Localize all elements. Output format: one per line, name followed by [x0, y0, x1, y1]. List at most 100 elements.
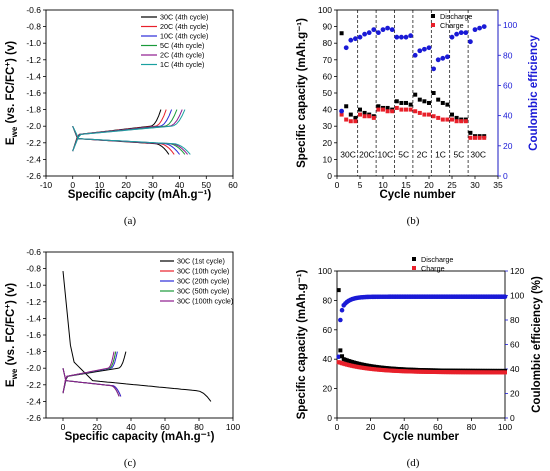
- panel-b-efficiency-point: [380, 27, 386, 33]
- panel-c-legend-label: 30C (1st cycle): [177, 257, 225, 266]
- panel-b-efficiency-point: [339, 108, 344, 114]
- panel-b-x-tick-label: 35: [493, 180, 503, 190]
- panel-b-efficiency-point: [468, 39, 473, 45]
- panel-c-x-tick-label: 40: [126, 422, 136, 432]
- panel-d-y2-axis-label: Coulombic efficiency (%): [531, 276, 543, 413]
- panel-c-y-axis-label: Ewe (vs. FC/FC+) (v): [3, 283, 19, 387]
- panel-b-x-tick-label: 15: [401, 180, 411, 190]
- panel-b-discharge-point: [344, 104, 349, 109]
- panel-b-y2-tick-label: 40: [503, 111, 513, 121]
- panel-b-efficiency-point: [431, 66, 436, 72]
- panel-d-discharge-point: [338, 348, 343, 353]
- panel-b-efficiency-point: [458, 30, 464, 36]
- panel-d-legend-swatch-discharge: [412, 257, 416, 261]
- panel-b-x-tick-label: 25: [447, 180, 457, 190]
- panel-b-rate-label: 5C: [398, 150, 409, 160]
- panel-b-charge-point: [431, 114, 436, 119]
- panel-b-discharge-point: [468, 130, 473, 135]
- panel-b-charge-point: [385, 109, 390, 114]
- panel-b-charge-point: [339, 112, 344, 117]
- panel-b-efficiency-point: [353, 36, 358, 42]
- panel-b-charge-point: [381, 107, 385, 112]
- panel-b-charge-point: [459, 119, 464, 124]
- panel-d-x-tick-label: 100: [498, 422, 512, 432]
- panel-a-y-axis-label: Ewe (vs. FC/FC+) (v): [3, 41, 19, 145]
- panel-c-y-tick-label: -2.4: [26, 396, 41, 406]
- panel-b-charge-point: [348, 119, 353, 124]
- panel-a-y-tick-label: -1.6: [26, 88, 41, 98]
- panel-b-legend-swatch-discharge: [431, 14, 435, 18]
- panel-a-discharge-curve-1C: [72, 125, 191, 155]
- panel-b-efficiency-point: [343, 45, 349, 51]
- panel-b-efficiency-point: [376, 30, 381, 36]
- panel-a-y-tick-label: -1.0: [26, 38, 41, 48]
- panel-c-x-tick-label: 60: [160, 422, 170, 432]
- panel-b-y-tick-label: 10: [323, 154, 333, 164]
- panel-a-legend-label: 20C (4th cycle): [160, 22, 208, 31]
- panel-a-y-tick-label: -2.2: [26, 138, 41, 148]
- panel-b-chart: 0 5 10 15 20 25 30 3501020304050607080901000204…: [296, 5, 540, 201]
- caption-a: (a): [124, 215, 137, 227]
- panel-d-y2-tick-label: 0: [510, 413, 515, 423]
- panel-b-efficiency-point: [412, 52, 418, 58]
- panel-b-discharge-point: [436, 97, 441, 102]
- panel-c-legend-label: 30C (50th cycle): [177, 287, 229, 296]
- panel-c-y-tick-label: -2.0: [26, 363, 41, 373]
- panel-d-y-tick-label: 40: [323, 354, 333, 364]
- panel-a-x-tick-label: 60: [228, 180, 238, 190]
- panel-a-legend-label: 1C (4th cycle): [160, 60, 204, 69]
- panel-d-x-tick-label: 40: [399, 422, 409, 432]
- panel-c-y-tick-label: -1.4: [26, 313, 41, 323]
- panel-b-efficiency-point: [403, 34, 409, 40]
- panel-b-discharge-point: [385, 105, 390, 110]
- panel-b-discharge-point: [454, 115, 459, 120]
- panel-b-discharge-point: [353, 115, 358, 120]
- panel-b-efficiency-point: [445, 54, 450, 60]
- panel-a-y-tick-label: -2.6: [26, 171, 41, 181]
- panel-b-x-axis-label: Cycle number: [379, 189, 456, 201]
- panel-b-discharge-point: [440, 100, 445, 105]
- panel-d-chart: 0 20 40 60 80 100020406080100020406080100120D…: [296, 255, 543, 443]
- panel-c-y-tick-label: -1.8: [26, 347, 41, 357]
- caption-c: (c): [124, 457, 137, 469]
- panel-b-y-tick-label: 100: [318, 5, 332, 15]
- panel-b-x-tick-label: 10: [378, 180, 388, 190]
- panel-b-charge-point: [468, 135, 473, 140]
- panel-b-charge-point: [376, 107, 381, 112]
- panel-d-efficiency-point: [338, 317, 343, 323]
- panel-c-legend-label: 30C (100th cycle): [177, 297, 233, 306]
- panel-a-x-tick-label: 20: [121, 180, 131, 190]
- panel-b-discharge-point: [408, 102, 413, 107]
- panel-b-charge-point: [408, 107, 413, 112]
- panel-d-legend-label: Charge: [421, 264, 445, 273]
- panel-b-efficiency-point: [348, 37, 354, 43]
- panel-a-x-tick-label: -10: [40, 180, 53, 190]
- panel-b-charge-point: [422, 112, 427, 117]
- panel-b-efficiency-point: [449, 34, 455, 40]
- panel-b-discharge-point: [399, 100, 404, 105]
- panel-b-legend-label: Discharge: [440, 12, 472, 21]
- panel-b-y-tick-label: 90: [323, 22, 333, 32]
- panel-b-discharge-point: [362, 110, 367, 115]
- panel-d-y2-tick-label: 100: [510, 291, 524, 301]
- panel-c-charge-curve: [62, 351, 115, 394]
- panel-b-charge-point: [362, 114, 367, 119]
- panel-c-y-tick-label: -2.2: [26, 380, 41, 390]
- panel-b-efficiency-point: [417, 48, 423, 54]
- panel-b-charge-point: [394, 105, 399, 110]
- panel-b-rate-label: 2C: [417, 150, 428, 160]
- panel-d-efficiency-point: [502, 294, 508, 300]
- panel-b-discharge-point: [431, 91, 436, 95]
- panel-b-y-tick-label: 70: [323, 55, 333, 65]
- panel-a-legend-label: 10C (4th cycle): [160, 32, 208, 41]
- panel-d-plot-frame: [336, 270, 506, 419]
- panel-a-y-tick-label: -1.4: [26, 71, 41, 81]
- panel-b-efficiency-point: [440, 55, 446, 61]
- panel-d-y-tick-label: 60: [323, 325, 333, 335]
- panel-b-y-tick-label: 60: [323, 71, 333, 81]
- panel-b-x-tick-label: 20: [424, 180, 434, 190]
- panel-b-x-tick-label: 0: [335, 180, 340, 190]
- panel-d-x-axis-label: Cycle number: [383, 431, 460, 443]
- panel-c-x-tick-label: 100: [226, 422, 240, 432]
